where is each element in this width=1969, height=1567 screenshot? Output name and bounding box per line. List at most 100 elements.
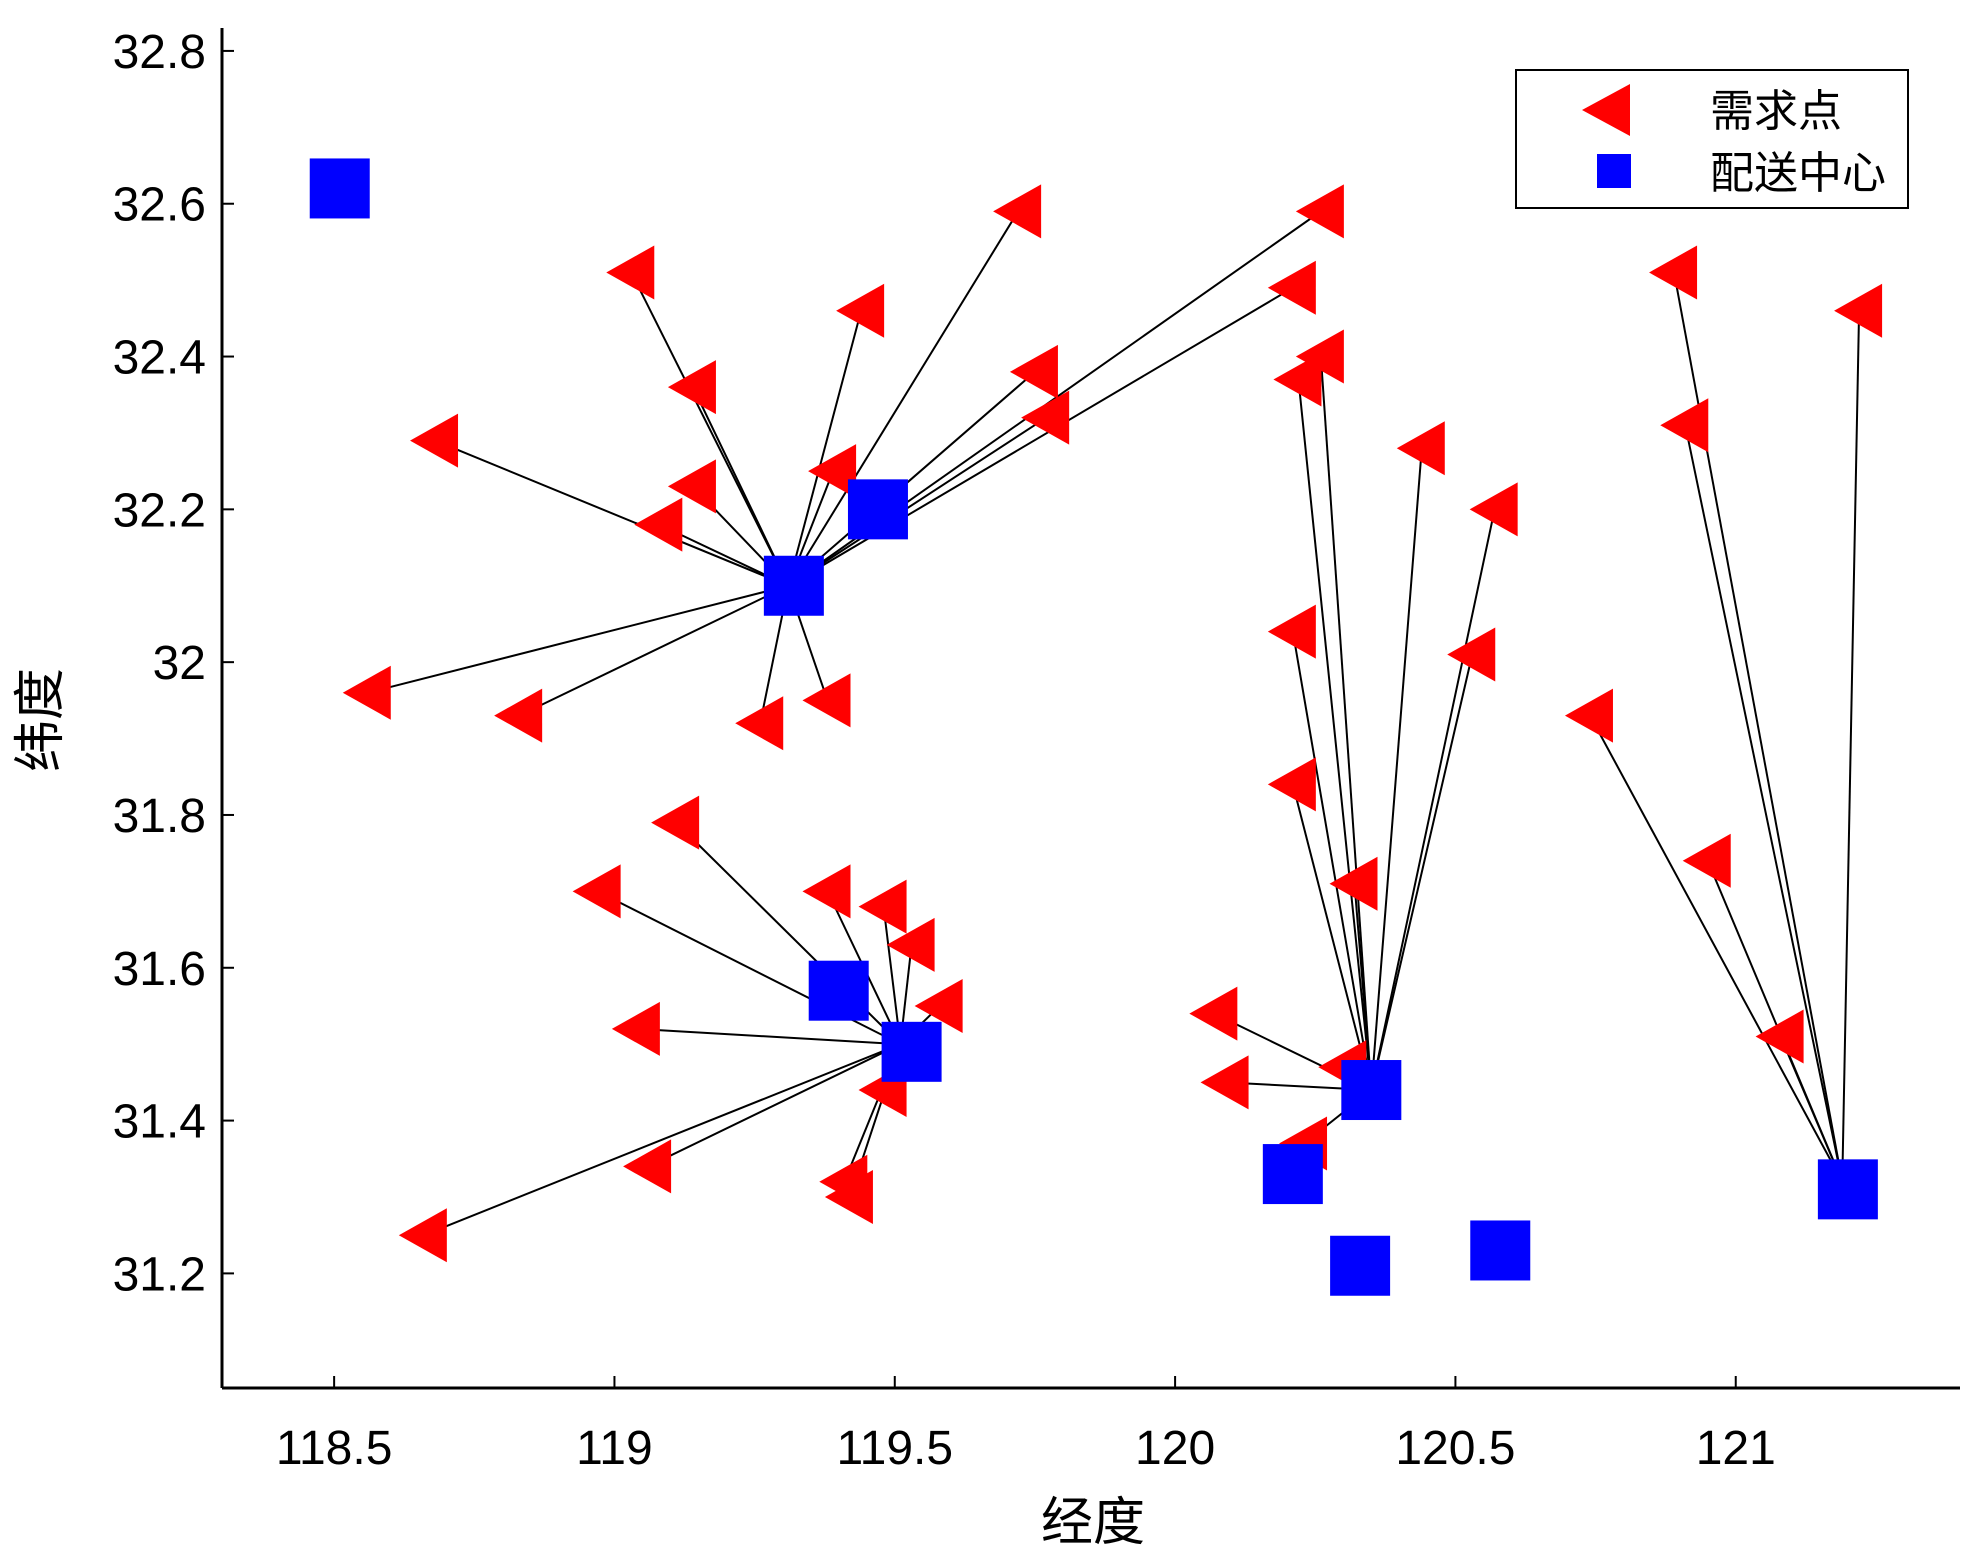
demand-point-marker	[623, 1139, 672, 1194]
y-axis-title: 纬度	[11, 668, 71, 772]
demand-point-marker	[1834, 283, 1883, 338]
demand-point-marker	[606, 245, 655, 300]
demand-point-marker	[1009, 344, 1058, 399]
assignment-line	[1370, 654, 1474, 1091]
center-point-marker	[847, 479, 908, 540]
demand-point-marker	[802, 864, 851, 919]
demand-point-marker	[667, 459, 716, 514]
assignment-line	[1291, 784, 1373, 1091]
demand-point-marker	[1267, 604, 1316, 659]
demand-point-marker	[1295, 184, 1344, 239]
assignment-line	[1779, 1036, 1844, 1183]
assignment-line	[434, 439, 789, 587]
assignment-line	[1370, 448, 1423, 1091]
demand-point-marker	[651, 795, 700, 850]
demand-point-marker	[494, 688, 543, 743]
demand-point-marker	[572, 864, 621, 919]
y-tick-label: 31.8	[113, 790, 206, 843]
demand-point-marker	[1267, 757, 1316, 812]
demand-point-marker	[836, 283, 885, 338]
assignment-line	[367, 584, 789, 694]
y-tick-label: 31.2	[113, 1248, 206, 1301]
demand-point-marker	[1649, 245, 1698, 300]
center-point-marker	[1262, 1144, 1323, 1205]
assignment-line	[787, 310, 863, 587]
center-point-marker	[1341, 1060, 1402, 1121]
demand-point-marker	[1682, 833, 1731, 888]
demand-point-marker	[1447, 627, 1496, 682]
assignment-line	[636, 1027, 901, 1046]
assignment-line	[692, 386, 790, 587]
demand-point-marker	[858, 879, 907, 934]
legend-marker-demand	[1582, 84, 1630, 136]
y-tick-label: 32.6	[113, 179, 206, 232]
y-tick-label: 32.4	[113, 332, 206, 385]
demand-point-marker	[667, 360, 716, 415]
assignment-line	[1297, 379, 1373, 1091]
assignment-line	[787, 416, 1047, 587]
demand-point-marker	[1200, 1055, 1249, 1110]
center-point-marker	[1330, 1235, 1391, 1296]
demand-point-marker	[1469, 482, 1518, 537]
center-point-marker	[881, 1021, 942, 1082]
center-points	[309, 158, 1878, 1296]
demand-point-marker	[914, 978, 963, 1033]
demand-point-marker	[1273, 352, 1322, 407]
center-point-marker	[763, 555, 824, 616]
assignment-line	[787, 371, 1036, 587]
x-tick-label: 120	[1135, 1422, 1215, 1475]
legend: 需求点 配送中心	[1515, 69, 1909, 209]
demand-point-marker	[611, 1001, 660, 1056]
center-point-marker	[808, 960, 869, 1021]
assignment-line	[1370, 509, 1496, 1091]
x-tick-label: 120.5	[1395, 1422, 1515, 1475]
demand-point-marker	[410, 413, 459, 468]
demand-point-marker	[886, 917, 935, 972]
y-ticks: 31.2 31.4 31.6 31.8 32 32.2 32.4 32.6 32.8	[113, 26, 234, 1301]
center-point-marker	[1817, 1159, 1878, 1220]
assignment-line	[423, 1043, 901, 1237]
demand-point-marker	[398, 1208, 447, 1263]
demand-point-marker	[1660, 398, 1709, 453]
center-point-marker	[1470, 1220, 1531, 1281]
assignment-line	[1589, 715, 1844, 1183]
demand-point-marker	[735, 696, 784, 751]
assignment-line	[1841, 310, 1861, 1182]
demand-point-marker	[342, 665, 391, 720]
legend-label-center: 配送中心	[1710, 148, 1886, 199]
y-tick-label: 32	[153, 637, 206, 690]
demand-point-marker	[634, 497, 683, 552]
demand-point-marker	[1755, 1009, 1804, 1064]
y-tick-label: 32.8	[113, 26, 206, 79]
assignment-line	[1291, 631, 1373, 1091]
x-ticks: 118.5 119 119.5 120 120.5 121	[276, 1376, 1776, 1475]
assignment-line	[518, 584, 789, 717]
demand-point-marker	[1021, 390, 1070, 445]
assignment-line	[787, 210, 1019, 587]
demand-point-marker	[1329, 856, 1378, 911]
assignment-line	[1684, 425, 1844, 1182]
demand-points	[342, 184, 1883, 1263]
x-tick-label: 118.5	[276, 1422, 393, 1475]
plot-area	[309, 158, 1883, 1296]
legend-marker-center	[1597, 154, 1631, 188]
y-tick-label: 31.6	[113, 943, 206, 996]
assignment-line	[1353, 883, 1373, 1091]
demand-point-marker	[1189, 986, 1238, 1041]
demand-point-marker	[1267, 260, 1316, 315]
center-point-marker	[309, 158, 370, 219]
assignment-lines	[367, 210, 1861, 1237]
assignment-line	[882, 906, 902, 1045]
demand-point-marker	[993, 184, 1042, 239]
demand-point-marker	[802, 673, 851, 728]
assignment-line	[1319, 356, 1373, 1091]
y-tick-label: 32.2	[113, 484, 206, 537]
assignment-line	[647, 1043, 901, 1168]
assignment-line	[787, 286, 1294, 587]
demand-point-marker	[1564, 688, 1613, 743]
x-axis-title: 经度	[1041, 1493, 1145, 1553]
demand-point-marker	[824, 1169, 873, 1224]
y-tick-label: 31.4	[113, 1096, 206, 1149]
legend-label-demand: 需求点	[1710, 86, 1842, 137]
x-tick-label: 119.5	[836, 1422, 953, 1475]
